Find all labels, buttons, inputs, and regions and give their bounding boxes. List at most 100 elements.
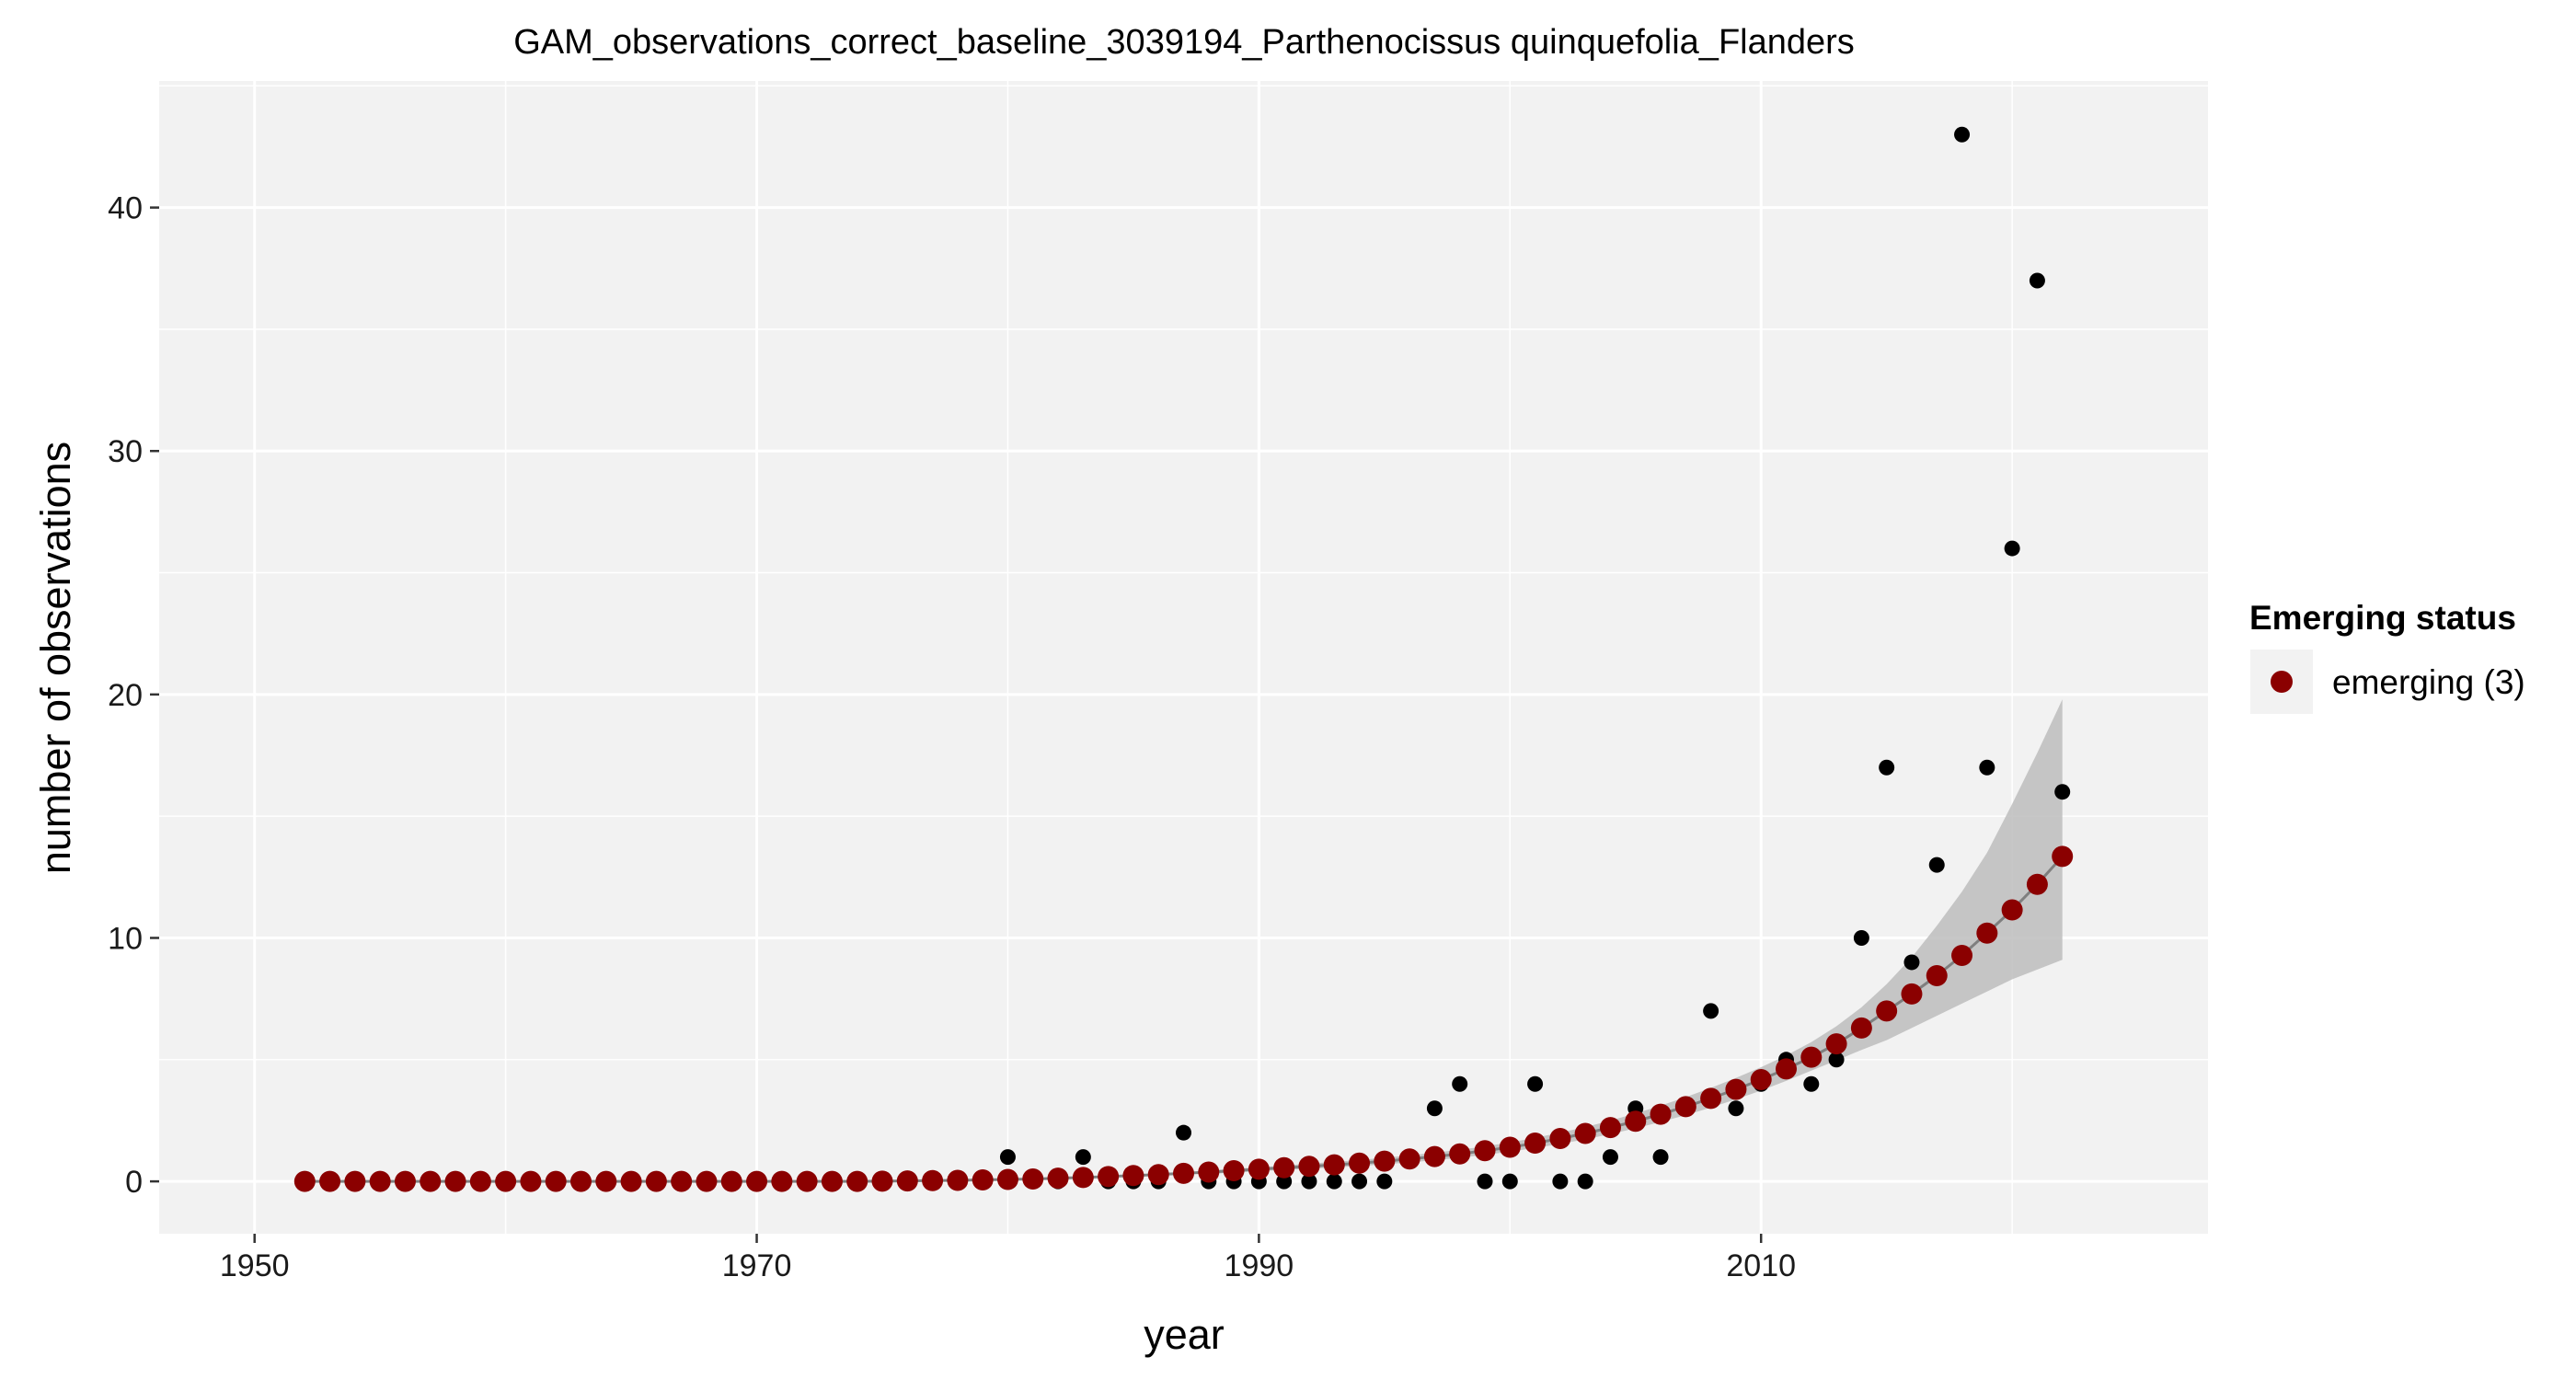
fitted-point <box>2001 899 2023 921</box>
fitted-point <box>1725 1078 1747 1100</box>
fitted-point <box>1474 1140 1496 1162</box>
observed-point <box>1326 1173 1342 1190</box>
x-tick-label: 2010 <box>1726 1248 1796 1283</box>
fitted-point <box>796 1170 818 1192</box>
fitted-point <box>746 1170 768 1192</box>
fitted-point <box>1072 1167 1094 1189</box>
legend-label-emerging: emerging (3) <box>2332 663 2525 701</box>
x-axis: 1950 1970 1990 2010 <box>220 1234 1796 1283</box>
fitted-point <box>1323 1154 1345 1176</box>
observed-point <box>1928 857 1945 873</box>
fitted-point <box>972 1169 994 1191</box>
fitted-point <box>1499 1136 1521 1158</box>
observed-point <box>2054 784 2071 800</box>
observed-point <box>1452 1075 1468 1092</box>
fitted-point <box>1248 1158 1270 1180</box>
observed-point <box>1803 1075 1820 1092</box>
fitted-point <box>319 1170 341 1192</box>
fitted-point <box>293 1170 316 1192</box>
fitted-point <box>1700 1087 1722 1110</box>
fitted-point <box>1398 1148 1420 1170</box>
fitted-point <box>720 1170 742 1192</box>
observed-point <box>1853 929 1869 946</box>
fitted-point <box>1776 1058 1797 1080</box>
observed-point <box>1501 1173 1518 1190</box>
fitted-point <box>1098 1166 1120 1188</box>
fitted-point <box>394 1170 416 1192</box>
fitted-point <box>420 1170 442 1192</box>
fitted-point <box>1574 1122 1596 1144</box>
chart-title: GAM_observations_correct_baseline_303919… <box>513 23 1855 62</box>
minor-gridlines <box>159 81 2208 1234</box>
fitted-point <box>1298 1156 1320 1178</box>
fitted-point <box>871 1170 893 1192</box>
y-tick-label: 20 <box>108 678 143 713</box>
fitted-point <box>1198 1161 1220 1183</box>
fitted-point <box>1674 1096 1696 1118</box>
observed-point <box>1527 1075 1544 1092</box>
fitted-point <box>846 1170 868 1192</box>
observed-point <box>1979 759 1995 776</box>
y-tick-label: 10 <box>108 921 143 956</box>
observed-point <box>1954 126 1971 143</box>
fitted-point <box>1449 1143 1471 1165</box>
y-tick-label: 40 <box>108 191 143 226</box>
fitted-point <box>1147 1164 1169 1186</box>
observed-point <box>1075 1149 1091 1166</box>
observed-point <box>1652 1149 1669 1166</box>
fitted-point <box>369 1170 391 1192</box>
fitted-point <box>620 1170 642 1192</box>
fitted-point <box>645 1170 667 1192</box>
fitted-point <box>545 1170 567 1192</box>
fitted-point <box>1650 1103 1672 1125</box>
observed-point <box>1552 1173 1569 1190</box>
fitted-point <box>1022 1167 1044 1190</box>
fitted-points-layer <box>293 845 2074 1192</box>
x-tick-label: 1970 <box>722 1248 792 1283</box>
fitted-point <box>495 1170 517 1192</box>
fitted-point <box>1047 1167 1069 1190</box>
legend-title: Emerging status <box>2249 599 2516 637</box>
observed-point <box>1903 954 1920 971</box>
y-tick-label: 30 <box>108 434 143 469</box>
fitted-point <box>1625 1110 1647 1133</box>
observed-point <box>999 1149 1016 1166</box>
fitted-point <box>1850 1017 1872 1039</box>
fitted-point <box>1951 945 1973 967</box>
fitted-point <box>570 1170 592 1192</box>
fitted-point <box>520 1170 542 1192</box>
fitted-point <box>1926 964 1948 986</box>
fitted-point <box>1599 1117 1621 1139</box>
fitted-point <box>1122 1165 1144 1187</box>
fitted-point <box>595 1170 617 1192</box>
fitted-point <box>1549 1128 1571 1150</box>
fitted-point <box>2052 845 2074 868</box>
fitted-point <box>1524 1133 1547 1155</box>
observed-point <box>1477 1173 1493 1190</box>
fitted-point <box>996 1168 1018 1190</box>
y-axis: 0 10 20 30 40 <box>108 191 159 1200</box>
y-axis-title: number of observations <box>32 442 79 874</box>
y-tick-label: 0 <box>125 1165 143 1200</box>
fitted-point <box>1349 1152 1371 1174</box>
observed-point <box>1301 1173 1317 1190</box>
observed-point <box>1577 1173 1593 1190</box>
fitted-point <box>1876 1000 1898 1022</box>
observed-point <box>1426 1100 1443 1117</box>
fitted-point <box>1976 922 1998 944</box>
observed-point <box>1728 1100 1744 1117</box>
legend: Emerging status emerging (3) <box>2249 599 2525 714</box>
observed-point <box>2029 272 2045 289</box>
fitted-point <box>947 1169 969 1191</box>
observed-point <box>1376 1173 1393 1190</box>
observed-point <box>1879 759 1895 776</box>
observed-point <box>1703 1003 1719 1019</box>
fitted-point <box>1374 1150 1396 1172</box>
fitted-point <box>696 1170 718 1192</box>
fitted-point <box>469 1170 491 1192</box>
fitted-point <box>1173 1162 1194 1184</box>
fitted-point <box>821 1170 843 1192</box>
fitted-point <box>1423 1145 1445 1167</box>
fitted-point <box>922 1169 944 1191</box>
